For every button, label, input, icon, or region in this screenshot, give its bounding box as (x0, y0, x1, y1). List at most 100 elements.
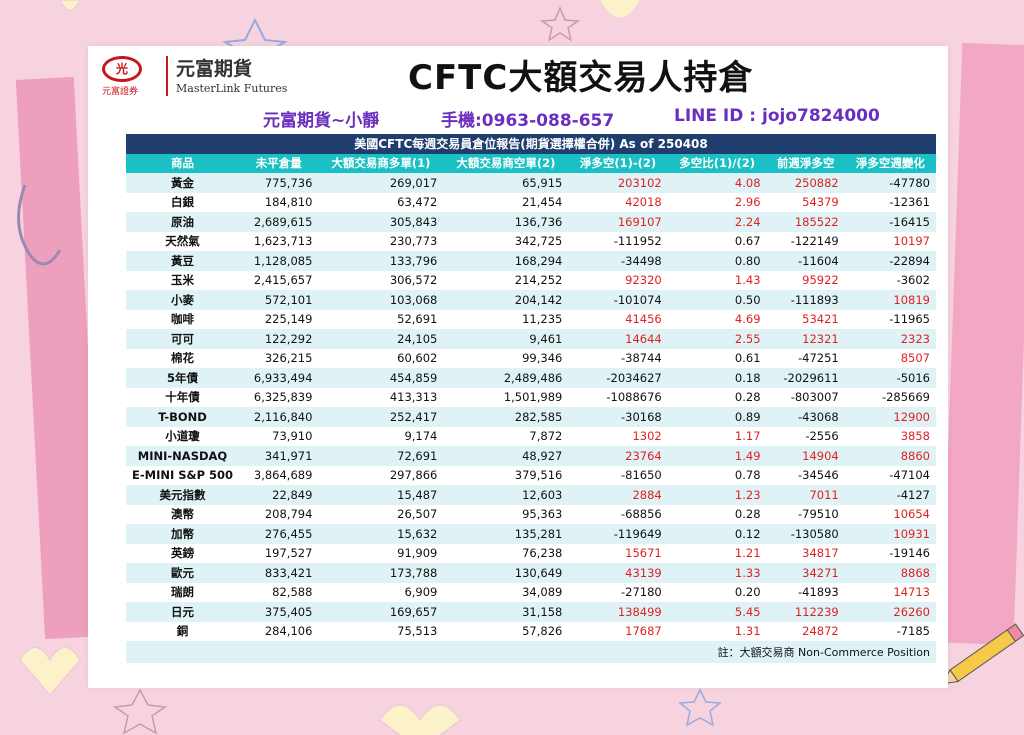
table-cell: 225,149 (239, 309, 319, 329)
table-cell: 60,602 (318, 348, 444, 368)
table-cell: 326,215 (239, 348, 319, 368)
table-cell: 122,292 (239, 329, 319, 349)
table-cell: 250882 (766, 173, 845, 193)
commodity-name-cell: E-MINI S&P 500 (126, 465, 240, 485)
table-cell: 0.20 (667, 582, 767, 602)
table-row: 英鎊 197,527 91,909 76,238 15671 1.21 34817 -1914… (126, 543, 936, 563)
table-cell: 0.78 (667, 465, 767, 485)
table-cell: 103,068 (318, 290, 444, 310)
table-cell: 10819 (844, 290, 936, 310)
table-cell: 0.50 (667, 290, 767, 310)
table-cell: 282,585 (443, 407, 569, 427)
commodity-name-cell: 歐元 (126, 563, 240, 583)
table-cell: 91,909 (318, 543, 444, 563)
contact-line-id: LINE ID : jojo7824000 (674, 106, 880, 126)
commodity-name-cell: 日元 (126, 602, 240, 622)
commodity-name-cell: 小道瓊 (126, 426, 240, 446)
table-cell: -34498 (568, 251, 668, 271)
table-cell: -122149 (766, 231, 845, 251)
table-cell: 0.28 (667, 504, 767, 524)
table-cell: -16415 (844, 212, 936, 232)
commodity-name-cell: 5年債 (126, 368, 240, 388)
table-cell: -47780 (844, 173, 936, 193)
table-cell: 26260 (844, 602, 936, 622)
commodity-name-cell: 澳幣 (126, 504, 240, 524)
table-cell: 1,128,085 (239, 251, 319, 271)
column-header: 淨多空週變化 (844, 153, 936, 173)
brand-name-cn: 元富期貨 (176, 58, 253, 80)
table-cell: -38744 (568, 348, 668, 368)
table-row: MINI-NASDAQ 341,971 72,691 48,927 23764 1.49 1… (126, 446, 936, 466)
table-cell: -3602 (844, 270, 936, 290)
table-cell: -111952 (568, 231, 668, 251)
table-cell: 53421 (766, 309, 845, 329)
table-cell: -1088676 (568, 387, 668, 407)
table-cell: 95922 (766, 270, 845, 290)
table-cell: 413,313 (318, 387, 444, 407)
table-cell: 2.55 (667, 329, 767, 349)
table-cell: 2.24 (667, 212, 767, 232)
table-cell: 34,089 (443, 582, 569, 602)
table-cell: 197,527 (239, 543, 319, 563)
commodity-name-cell: 天然氣 (126, 231, 240, 251)
table-cell: -41893 (766, 582, 845, 602)
table-row: 日元 375,405 169,657 31,158 138499 5.45 112239 26… (126, 602, 936, 622)
table-cell: 379,516 (443, 465, 569, 485)
table-cell: 284,106 (239, 621, 319, 641)
table-cell: 54379 (766, 192, 845, 212)
table-cell: -5016 (844, 368, 936, 388)
table-row: E-MINI S&P 500 3,864,689 297,866 379,516 -81… (126, 465, 936, 485)
column-header: 商品 (126, 153, 240, 173)
table-row: 白銀 184,810 63,472 21,454 42018 2.96 54379 -1236… (126, 192, 936, 212)
table-cell: 0.80 (667, 251, 767, 271)
commodity-name-cell: 美元指數 (126, 485, 240, 505)
commodity-name-cell: 英鎊 (126, 543, 240, 563)
table-cell: -101074 (568, 290, 668, 310)
table-cell: 1.43 (667, 270, 767, 290)
commodity-name-cell: 十年債 (126, 387, 240, 407)
table-cell: 341,971 (239, 446, 319, 466)
table-row: 歐元 833,421 173,788 130,649 43139 1.33 34271 886… (126, 563, 936, 583)
table-cell: 73,910 (239, 426, 319, 446)
table-cell: 5.45 (667, 602, 767, 622)
table-row: 天然氣 1,623,713 230,773 342,725 -111952 0.67 -12… (126, 231, 936, 251)
table-cell: 15671 (568, 543, 668, 563)
commodity-name-cell: 黃豆 (126, 251, 240, 271)
table-cell: 10931 (844, 524, 936, 544)
table-cell: 136,736 (443, 212, 569, 232)
table-body: 黃金 775,736 269,017 65,915 203102 4.08 250882 -4… (126, 173, 936, 641)
column-header: 未平倉量 (239, 153, 319, 173)
table-title-row: 美國CFTC每週交易員倉位報告(期貨選擇權合併) As of 250408 (126, 134, 936, 154)
table-cell: -111893 (766, 290, 845, 310)
table-cell: 34271 (766, 563, 845, 583)
table-cell: 169107 (568, 212, 668, 232)
brand-name-en: MasterLink Futures (176, 82, 288, 95)
table-cell: 214,252 (443, 270, 569, 290)
table-cell: 8507 (844, 348, 936, 368)
contact-agent: 元富期貨~小靜 (263, 111, 380, 131)
table-cell: 14644 (568, 329, 668, 349)
table-cell: -11965 (844, 309, 936, 329)
table-cell: 572,101 (239, 290, 319, 310)
column-header: 大額交易商多單(1) (318, 153, 444, 173)
table-cell: -12361 (844, 192, 936, 212)
table-cell: 0.67 (667, 231, 767, 251)
table-cell: -130580 (766, 524, 845, 544)
table-cell: 3858 (844, 426, 936, 446)
table-cell: -803007 (766, 387, 845, 407)
table-cell: 31,158 (443, 602, 569, 622)
table-cell: -43068 (766, 407, 845, 427)
table-cell: 185522 (766, 212, 845, 232)
table-row: 可可 122,292 24,105 9,461 14644 2.55 12321 2323 (126, 329, 936, 349)
table-cell: 269,017 (318, 173, 444, 193)
commodity-name-cell: 可可 (126, 329, 240, 349)
commodity-name-cell: 白銀 (126, 192, 240, 212)
table-cell: 9,461 (443, 329, 569, 349)
table-column-header-row: 商品 未平倉量 大額交易商多單(1) 大額交易商空單(2) 淨多空(1)-(2)… (126, 153, 936, 173)
table-title: 美國CFTC每週交易員倉位報告(期貨選擇權合併) As of 250408 (126, 134, 936, 154)
table-cell: 76,238 (443, 543, 569, 563)
table-cell: 2,689,615 (239, 212, 319, 232)
table-cell: 203102 (568, 173, 668, 193)
table-cell: 135,281 (443, 524, 569, 544)
table-row: T-BOND 2,116,840 252,417 282,585 -30168 0.89-… (126, 407, 936, 427)
